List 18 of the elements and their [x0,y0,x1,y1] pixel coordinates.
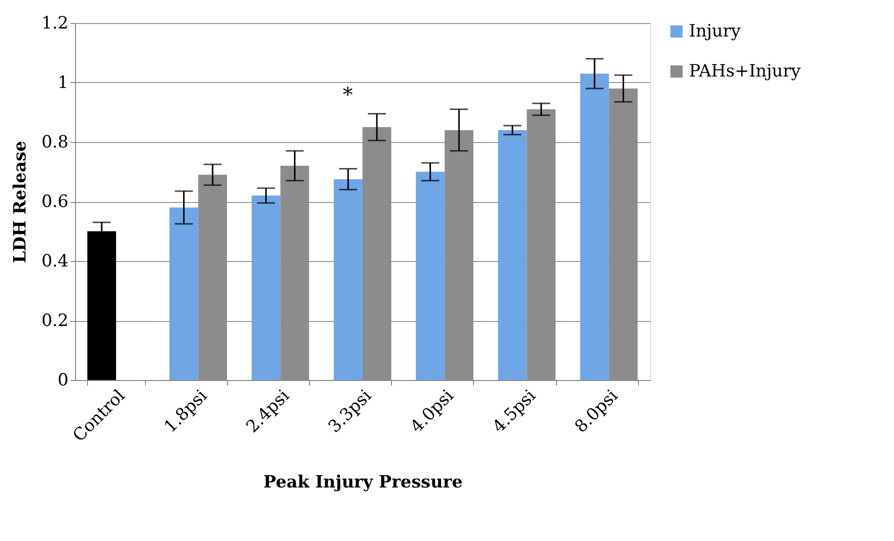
y-tick-label: 0.2 [41,311,68,331]
legend-label: PAHs+Injury [689,62,801,82]
annotation: * [342,82,353,107]
x-axis-title: Peak Injury Pressure [263,472,463,493]
y-axis-title: LDH Release [10,140,30,264]
y-tick-label: 0.8 [41,132,68,152]
y-tick-label: 0 [58,370,68,390]
y-tick-label: 1.2 [41,14,68,34]
y-tick-label: 0.6 [41,192,68,212]
bar [580,74,609,380]
bar [169,207,198,380]
y-tick-label: 1 [58,73,68,93]
y-tick-label: 0.4 [41,252,68,272]
bar [498,130,527,380]
bar [416,172,445,380]
legend-label: Injury [689,22,742,42]
bar [252,196,280,380]
bar [334,179,362,380]
